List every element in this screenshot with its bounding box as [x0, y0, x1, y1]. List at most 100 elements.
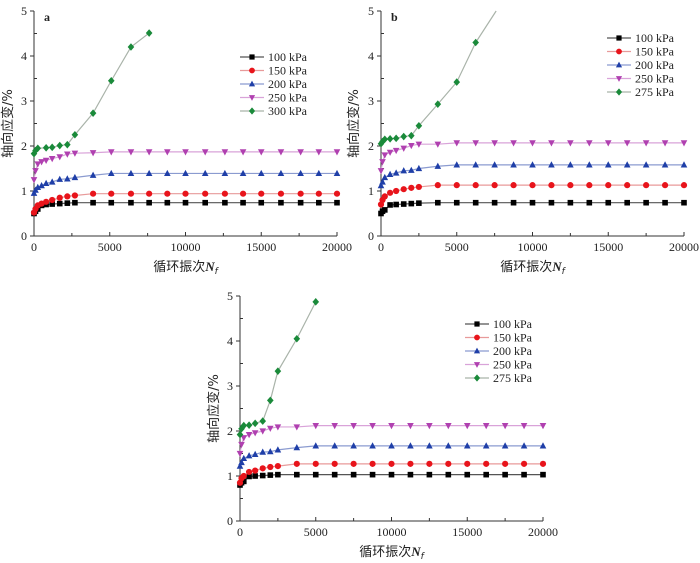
data-point — [548, 161, 555, 168]
data-point — [445, 460, 452, 467]
data-point — [453, 182, 460, 189]
data-point — [426, 423, 433, 430]
data-point — [267, 448, 274, 455]
data-point — [445, 442, 452, 449]
data-point — [222, 199, 228, 206]
data-point — [240, 199, 246, 206]
data-point — [38, 182, 45, 189]
data-point — [680, 140, 688, 147]
series-line — [33, 172, 337, 194]
data-point — [238, 441, 245, 449]
x-tick-label: 10000 — [377, 525, 407, 539]
series-250-kPa — [377, 140, 688, 175]
data-point — [277, 190, 285, 197]
data-point — [333, 190, 341, 197]
data-point — [434, 162, 442, 169]
legend-marker — [248, 107, 256, 115]
data-point — [333, 169, 341, 177]
data-point — [71, 173, 79, 181]
series-line — [380, 142, 684, 171]
data-point — [392, 147, 400, 155]
legend-marker — [616, 35, 622, 41]
series-line — [380, 184, 684, 205]
data-point — [426, 460, 433, 467]
data-point — [408, 142, 415, 150]
data-point — [386, 170, 394, 177]
data-point — [416, 200, 422, 206]
data-point — [445, 471, 452, 478]
data-point — [510, 140, 517, 147]
data-point — [259, 465, 266, 472]
data-point — [71, 150, 79, 157]
data-point — [331, 460, 338, 467]
data-point — [238, 458, 245, 466]
data-point — [520, 442, 528, 449]
y-tick-label: 3 — [368, 94, 374, 108]
series-275-kPa — [377, 10, 497, 148]
data-point — [502, 460, 509, 467]
data-point — [624, 199, 630, 206]
data-point — [30, 177, 38, 184]
data-point — [548, 199, 555, 206]
y-tick-label: 2 — [227, 424, 233, 438]
legend-marker — [249, 54, 255, 60]
data-point — [623, 140, 631, 147]
data-point — [201, 169, 209, 177]
legend-marker — [474, 334, 480, 341]
y-tick-label: 1 — [368, 184, 374, 198]
data-point — [108, 199, 115, 206]
data-point — [201, 149, 209, 156]
data-point — [472, 182, 479, 189]
data-point — [267, 472, 274, 478]
data-point — [350, 423, 357, 430]
x-tick-label: 15000 — [593, 240, 623, 254]
data-point — [89, 109, 97, 117]
data-point — [239, 149, 247, 156]
x-tick-label: 10000 — [171, 240, 201, 254]
legend-label: 150 kPa — [493, 331, 533, 345]
legend-label: 250 kPa — [268, 91, 308, 105]
data-point — [164, 169, 171, 177]
data-point — [294, 471, 300, 478]
series-300-kPa — [30, 29, 153, 158]
data-point — [56, 141, 64, 150]
data-point — [331, 442, 338, 449]
data-point — [379, 178, 386, 185]
x-tick-label: 20000 — [528, 525, 558, 539]
data-point — [501, 423, 509, 430]
data-point — [548, 140, 555, 147]
data-point — [387, 202, 393, 208]
chart-panel-c: 0 1 2 3 4 5 0 5000 10000 15000 20000 循环振次Nf 轴向应变/% 10… — [206, 289, 558, 562]
data-point — [521, 471, 527, 478]
legend-label: 200 kPa — [635, 58, 675, 72]
data-point — [453, 161, 461, 168]
data-point — [483, 460, 490, 467]
data-point — [388, 460, 395, 467]
data-point — [293, 424, 301, 431]
data-point — [293, 460, 300, 467]
x-axis-title: 循环振次Nf — [153, 259, 219, 277]
data-point — [239, 190, 247, 197]
data-point — [245, 468, 253, 476]
data-point — [221, 169, 229, 177]
data-point — [221, 190, 228, 197]
data-point — [56, 154, 64, 161]
data-point — [464, 460, 471, 467]
data-point — [642, 161, 650, 168]
legend-label: 150 kPa — [635, 45, 675, 59]
data-point — [392, 169, 400, 176]
series-100-kPa — [237, 471, 546, 488]
series-200-kPa — [30, 169, 341, 196]
data-point — [388, 442, 395, 449]
data-point — [381, 152, 389, 159]
data-point — [605, 182, 612, 189]
data-point — [56, 200, 63, 207]
legend-marker — [474, 321, 480, 327]
y-tick-label: 5 — [227, 289, 233, 303]
data-point — [275, 471, 281, 478]
data-point — [350, 442, 357, 449]
legend-label: 300 kPa — [268, 104, 308, 118]
data-point — [539, 460, 547, 467]
data-point — [540, 471, 546, 478]
data-point — [259, 417, 267, 425]
